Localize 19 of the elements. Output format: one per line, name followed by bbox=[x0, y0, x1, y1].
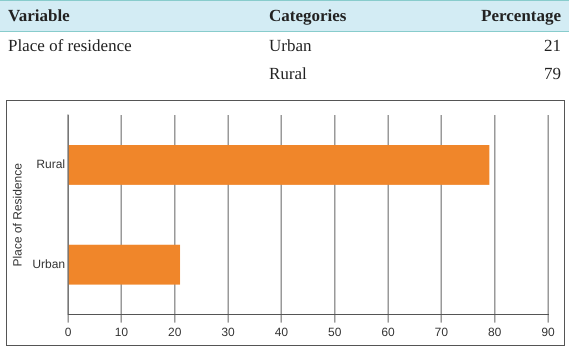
x-tick-label: 50 bbox=[328, 325, 342, 340]
text: Percentage bbox=[447, 0, 569, 32]
x-tick-label: 80 bbox=[488, 325, 502, 340]
text: Categories bbox=[261, 0, 447, 32]
x-tick-label: 90 bbox=[541, 325, 555, 340]
x-tick-label: 40 bbox=[274, 325, 288, 340]
text: Rural bbox=[268, 63, 308, 85]
text: Variable bbox=[0, 0, 261, 32]
text: 79 bbox=[543, 63, 562, 85]
text: Urban bbox=[268, 35, 312, 57]
text: 21 bbox=[543, 35, 562, 57]
x-tick-label: 60 bbox=[381, 325, 396, 340]
text: Place of residence bbox=[7, 35, 133, 57]
x-tick-label: 30 bbox=[221, 325, 236, 340]
x-tick-label: 10 bbox=[114, 325, 128, 340]
x-tick-label: 20 bbox=[168, 325, 182, 340]
y-axis-title: Place of Residence bbox=[10, 162, 25, 267]
x-tick-label: 0 bbox=[64, 325, 72, 340]
x-tick-label: 70 bbox=[434, 325, 448, 340]
